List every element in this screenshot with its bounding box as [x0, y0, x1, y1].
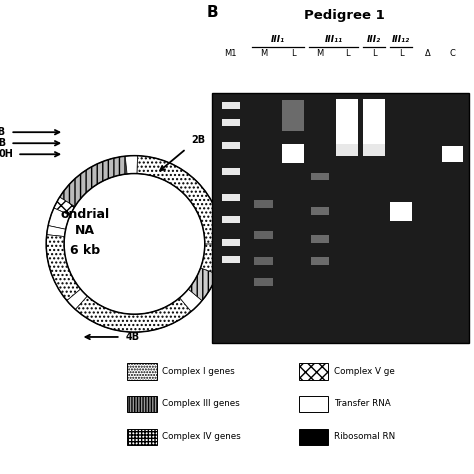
Bar: [282, 145, 304, 164]
Bar: [254, 201, 273, 208]
Text: ondrial: ondrial: [60, 208, 109, 221]
Text: L: L: [399, 49, 403, 58]
Bar: [310, 235, 329, 243]
Bar: [254, 231, 273, 239]
Wedge shape: [201, 244, 223, 274]
Text: L: L: [345, 49, 349, 58]
Text: Pedigree 1: Pedigree 1: [304, 9, 385, 22]
Text: III₁₂: III₁₂: [392, 35, 410, 44]
Wedge shape: [48, 208, 70, 229]
Bar: [299, 364, 328, 380]
Text: 1B: 1B: [0, 127, 6, 137]
Text: 6 kb: 6 kb: [70, 244, 100, 256]
Bar: [363, 99, 385, 144]
Wedge shape: [75, 296, 191, 332]
Text: M: M: [316, 49, 324, 58]
Wedge shape: [137, 155, 223, 244]
Bar: [222, 194, 240, 201]
Wedge shape: [46, 226, 66, 237]
Wedge shape: [60, 156, 127, 207]
Text: L: L: [291, 49, 295, 58]
Bar: [222, 216, 240, 223]
Text: 2B: 2B: [191, 135, 205, 145]
Text: M: M: [260, 49, 267, 58]
Text: 4B: 4B: [126, 332, 140, 342]
Bar: [222, 168, 240, 175]
Wedge shape: [180, 289, 202, 311]
Text: 3B: 3B: [0, 138, 6, 148]
Bar: [222, 239, 240, 246]
Bar: [222, 142, 240, 149]
Bar: [336, 99, 358, 144]
Text: III₂: III₂: [367, 35, 381, 44]
Bar: [310, 207, 329, 215]
Wedge shape: [125, 155, 137, 174]
Text: Transfer RNA: Transfer RNA: [334, 400, 391, 409]
Bar: [127, 364, 156, 380]
Bar: [254, 257, 273, 265]
Text: B: B: [207, 5, 218, 20]
Bar: [310, 173, 329, 180]
Text: C: C: [449, 49, 456, 58]
Bar: [282, 100, 304, 131]
Text: Ribosomal RN: Ribosomal RN: [334, 432, 395, 441]
Text: Complex III genes: Complex III genes: [162, 400, 239, 409]
Wedge shape: [46, 235, 81, 301]
Text: NA: NA: [75, 224, 95, 237]
Bar: [127, 429, 156, 445]
Bar: [299, 396, 328, 412]
Bar: [310, 257, 329, 265]
Bar: [390, 201, 412, 220]
Text: L: L: [372, 49, 376, 58]
Bar: [212, 93, 469, 343]
Text: III₁: III₁: [271, 35, 285, 44]
Text: 0H: 0H: [0, 149, 13, 159]
Text: III₁₁: III₁₁: [324, 35, 343, 44]
Wedge shape: [188, 268, 218, 301]
Bar: [222, 256, 240, 263]
Wedge shape: [67, 289, 87, 310]
Bar: [299, 429, 328, 445]
Bar: [336, 135, 358, 155]
Bar: [254, 278, 273, 286]
Text: Δ: Δ: [425, 49, 431, 58]
Wedge shape: [54, 197, 75, 215]
Bar: [222, 102, 240, 109]
Text: M1: M1: [225, 49, 237, 58]
Text: Complex V ge: Complex V ge: [334, 367, 394, 376]
Bar: [442, 146, 463, 162]
Bar: [127, 396, 156, 412]
Text: Complex I genes: Complex I genes: [162, 367, 235, 376]
Bar: [363, 135, 385, 155]
Bar: [222, 119, 240, 126]
Text: Complex IV genes: Complex IV genes: [162, 432, 241, 441]
